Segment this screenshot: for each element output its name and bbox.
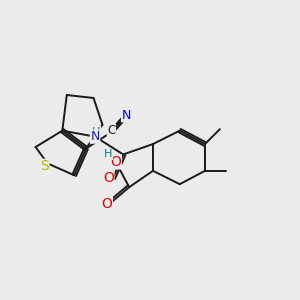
Text: O: O [103,171,114,185]
Text: H: H [104,149,112,160]
Text: S: S [40,159,49,173]
Text: H: H [92,127,101,136]
Text: O: O [110,155,121,169]
Text: C: C [107,124,116,137]
Text: O: O [101,196,112,211]
Text: N: N [122,109,131,122]
Text: N: N [90,130,100,143]
